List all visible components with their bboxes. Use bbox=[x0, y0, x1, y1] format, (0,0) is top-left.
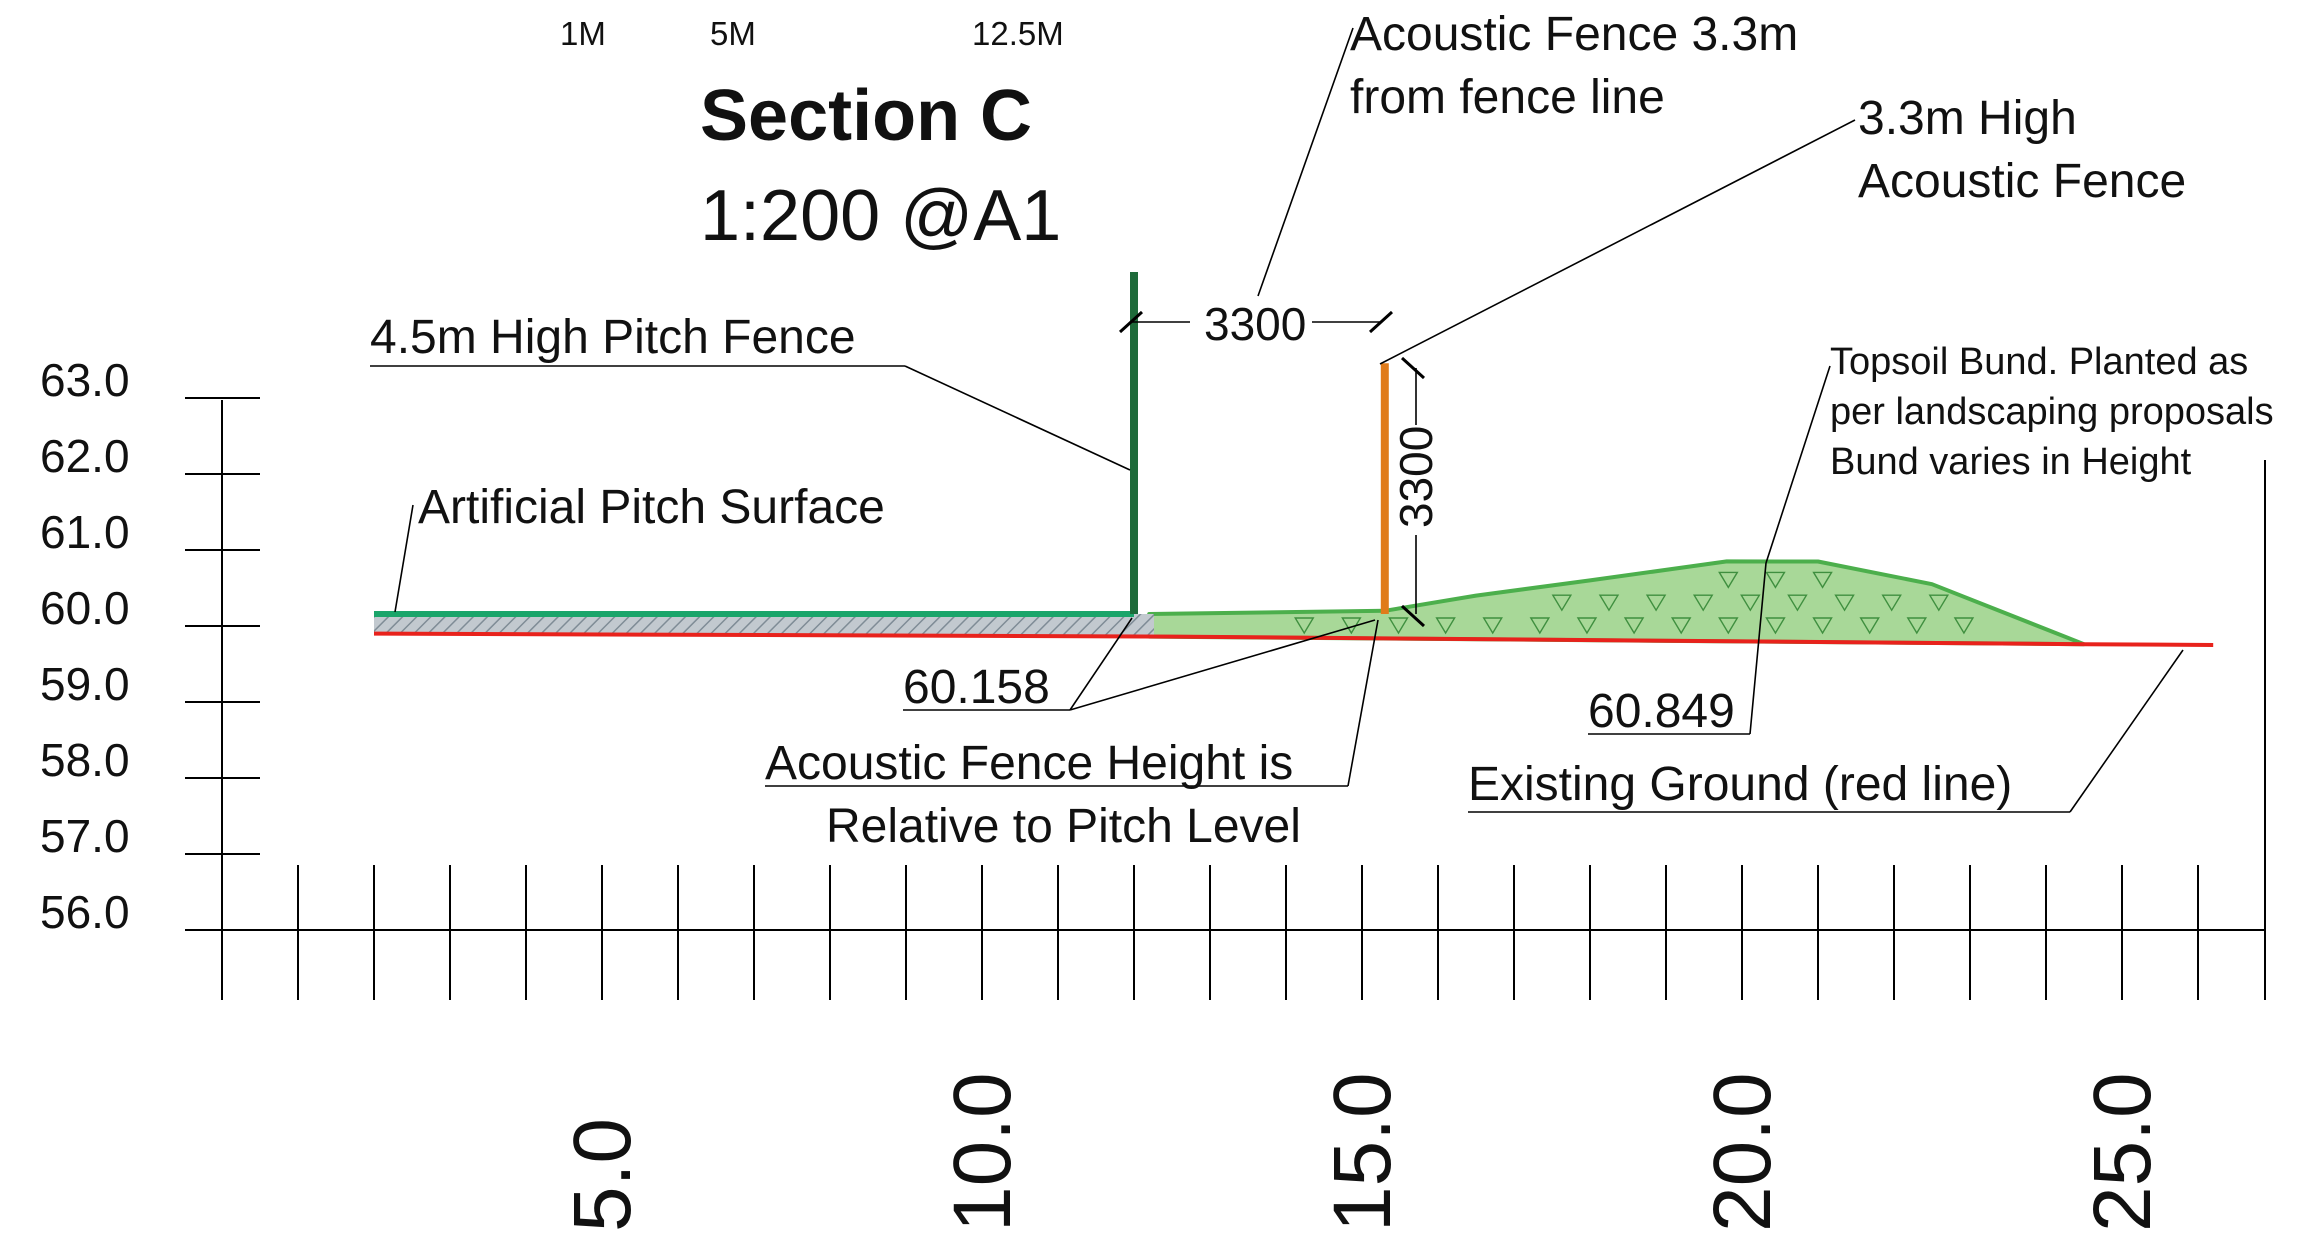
soil-triangle-marker bbox=[1787, 594, 1808, 612]
label-relative-2: Relative to Pitch Level bbox=[826, 800, 1301, 853]
soil-triangle-marker bbox=[1812, 571, 1833, 589]
dimension-horizontal-3300 bbox=[1118, 310, 1394, 334]
label-acoustic-high-1: 3.3m High bbox=[1858, 92, 2077, 145]
elevation-axis bbox=[185, 400, 2266, 1000]
label-acoustic-high-2: Acoustic Fence bbox=[1858, 155, 2186, 208]
y-tick-label: 61.0 bbox=[40, 506, 130, 558]
scale-bar-label-5m: 5M bbox=[710, 15, 756, 52]
soil-triangle-marker bbox=[1645, 594, 1667, 612]
label-bund-1: Topsoil Bund. Planted as bbox=[1830, 341, 2248, 383]
section-geometry bbox=[373, 271, 2214, 647]
soil-triangle-marker bbox=[1765, 617, 1786, 635]
soil-triangle-marker bbox=[1718, 571, 1739, 589]
y-tick-label: 59.0 bbox=[40, 658, 130, 710]
pitch-build-up bbox=[374, 613, 1154, 636]
soil-triangle-marker bbox=[1812, 617, 1833, 635]
scale-bar-label-1m: 1M bbox=[560, 15, 606, 52]
label-bund-2: per landscaping proposals bbox=[1830, 391, 2274, 433]
existing-ground-line bbox=[373, 631, 2214, 647]
scale-bar-label-12-5m: 12.5M bbox=[972, 15, 1064, 52]
y-tick-label: 63.0 bbox=[40, 354, 130, 406]
label-pitch-fence: 4.5m High Pitch Fence bbox=[370, 311, 856, 364]
soil-triangle-marker bbox=[1623, 617, 1645, 635]
x-tick-label: 25.0 bbox=[2077, 1072, 2168, 1232]
dimension-vertical-value: 3300 bbox=[1390, 426, 1442, 528]
x-axis-ticks: 5.0 10.0 15.0 20.0 25.0 bbox=[221, 865, 2199, 1232]
y-axis-ticks: 63.0 62.0 61.0 60.0 59.0 58.0 57.0 56.0 bbox=[40, 354, 260, 938]
y-tick-label: 58.0 bbox=[40, 734, 130, 786]
soil-triangle-marker bbox=[1388, 617, 1409, 635]
label-bund-3: Bund varies in Height bbox=[1830, 441, 2192, 483]
drawing-scale: 1:200 @A1 bbox=[700, 176, 1061, 256]
label-artificial-surface: Artificial Pitch Surface bbox=[418, 481, 885, 534]
soil-triangle-marker bbox=[1692, 594, 1714, 612]
drawing-title: Section C bbox=[700, 76, 1032, 156]
dimension-vertical-3300 bbox=[1400, 356, 1426, 628]
label-level-bund: 60.849 bbox=[1588, 685, 1735, 738]
soil-triangle-marker bbox=[1529, 617, 1551, 635]
label-existing-ground: Existing Ground (red line) bbox=[1468, 758, 2012, 811]
soil-triangle-marker bbox=[1859, 617, 1880, 635]
y-tick-label: 60.0 bbox=[40, 582, 130, 634]
soil-triangle-marker bbox=[1953, 617, 1975, 635]
y-tick-label: 56.0 bbox=[40, 886, 130, 938]
soil-triangle-marker bbox=[1435, 617, 1456, 635]
x-tick-label: 20.0 bbox=[1697, 1072, 1788, 1232]
soil-triangle-marker bbox=[1928, 594, 1950, 612]
soil-triangle-marker bbox=[1551, 594, 1573, 612]
label-relative-1: Acoustic Fence Height is bbox=[765, 737, 1293, 790]
soil-triangle-marker bbox=[1598, 594, 1620, 612]
dimension-horizontal-value: 3300 bbox=[1204, 298, 1306, 350]
soil-triangle-marker bbox=[1881, 594, 1902, 612]
label-acoustic-offset-1: Acoustic Fence 3.3m bbox=[1350, 8, 1798, 61]
x-tick-label: 5.0 bbox=[557, 1118, 648, 1232]
soil-triangle-marker bbox=[1670, 617, 1692, 635]
label-acoustic-offset-2: from fence line bbox=[1350, 71, 1665, 124]
soil-triangle-marker bbox=[1834, 594, 1855, 612]
soil-triangle-marker bbox=[1718, 617, 1739, 635]
x-tick-label: 15.0 bbox=[1317, 1072, 1408, 1232]
x-tick-label: 10.0 bbox=[937, 1072, 1028, 1232]
soil-triangle-marker bbox=[1765, 571, 1786, 589]
y-tick-label: 57.0 bbox=[40, 810, 130, 862]
soil-triangle-marker bbox=[1740, 594, 1761, 612]
soil-triangle-marker bbox=[1482, 617, 1503, 635]
leader-lines bbox=[370, 27, 2184, 813]
label-level-pitch: 60.158 bbox=[903, 661, 1050, 714]
soil-triangle-marker bbox=[1906, 617, 1928, 635]
soil-triangle-marker bbox=[1294, 617, 1315, 635]
y-tick-label: 62.0 bbox=[40, 430, 130, 482]
soil-triangle-marker bbox=[1576, 617, 1598, 635]
